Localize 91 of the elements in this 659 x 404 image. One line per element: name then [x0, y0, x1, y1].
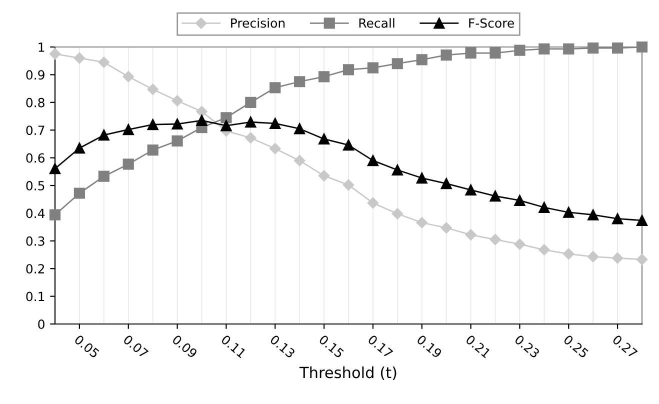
- legend-label: F-Score: [469, 18, 514, 28]
- point: [49, 48, 61, 60]
- point: [270, 82, 281, 94]
- point: [636, 254, 648, 266]
- point: [538, 202, 550, 213]
- point: [392, 164, 403, 176]
- y-tick-label: 0.3: [26, 236, 44, 246]
- y-tick-label: 0.4: [26, 208, 45, 218]
- point: [318, 133, 330, 145]
- point: [122, 124, 134, 136]
- y-tick-label: 0.8: [26, 98, 44, 108]
- point: [367, 62, 379, 74]
- point: [490, 190, 501, 202]
- point: [172, 135, 183, 146]
- point: [538, 43, 550, 54]
- point: [588, 209, 599, 220]
- point: [392, 208, 404, 220]
- point: [416, 54, 428, 66]
- point: [270, 118, 281, 130]
- point: [440, 49, 452, 61]
- point: [74, 188, 86, 199]
- point: [245, 132, 256, 144]
- point: [318, 71, 330, 82]
- point: [612, 42, 624, 54]
- y-tick-label: 0.6: [26, 153, 44, 163]
- point: [514, 194, 526, 206]
- point: [514, 44, 526, 56]
- point: [74, 142, 86, 154]
- point: [172, 95, 183, 106]
- point: [465, 48, 476, 59]
- point: [588, 42, 599, 54]
- y-tick-label: 0.1: [26, 292, 44, 302]
- point: [270, 143, 281, 154]
- point: [172, 118, 183, 130]
- point: [147, 144, 158, 156]
- point: [440, 222, 452, 234]
- point: [465, 229, 476, 240]
- point: [220, 120, 232, 132]
- point: [612, 252, 624, 264]
- point: [318, 170, 330, 182]
- point: [636, 214, 648, 226]
- point: [465, 184, 476, 196]
- y-tick-label: 0.2: [26, 264, 44, 274]
- point: [49, 209, 61, 220]
- point: [612, 213, 624, 224]
- y-tick-label: 0.5: [26, 180, 44, 190]
- point: [196, 106, 208, 118]
- point: [416, 217, 428, 228]
- point: [74, 52, 86, 64]
- y-tick-label: 1: [38, 42, 44, 52]
- point: [49, 163, 61, 174]
- point: [342, 179, 354, 191]
- point: [122, 158, 134, 170]
- point: [416, 172, 428, 184]
- point: [563, 248, 574, 260]
- point: [636, 41, 648, 53]
- point: [367, 155, 379, 166]
- point: [245, 116, 256, 128]
- point: [294, 123, 306, 134]
- point: [440, 178, 452, 190]
- point: [98, 56, 110, 68]
- point: [147, 119, 158, 130]
- point: [514, 238, 526, 250]
- x-axis-title: Threshold (t): [299, 366, 396, 380]
- point: [294, 154, 306, 166]
- point: [342, 64, 354, 76]
- y-tick-label: 0.9: [26, 70, 44, 80]
- x-tick-label: 0.07: [122, 334, 149, 358]
- point: [538, 244, 550, 256]
- point: [342, 140, 354, 151]
- point: [587, 251, 599, 262]
- point: [196, 114, 208, 126]
- point: [392, 58, 403, 70]
- point: [563, 43, 574, 54]
- legend-label: Precision: [231, 18, 285, 28]
- point: [122, 71, 134, 82]
- point: [294, 76, 306, 88]
- point: [367, 197, 379, 209]
- point: [245, 96, 256, 108]
- point: [98, 130, 110, 141]
- point: [220, 112, 232, 124]
- point: [490, 234, 501, 246]
- point: [563, 206, 574, 218]
- x-tick-label: 0.17: [367, 334, 394, 358]
- y-tick-label: 0: [38, 319, 44, 329]
- legend-label: Recall: [359, 18, 394, 28]
- point: [98, 170, 110, 182]
- point: [490, 48, 501, 59]
- x-tick-label: 0.27: [612, 334, 638, 358]
- point: [147, 84, 158, 95]
- y-tick-label: 0.7: [26, 126, 44, 136]
